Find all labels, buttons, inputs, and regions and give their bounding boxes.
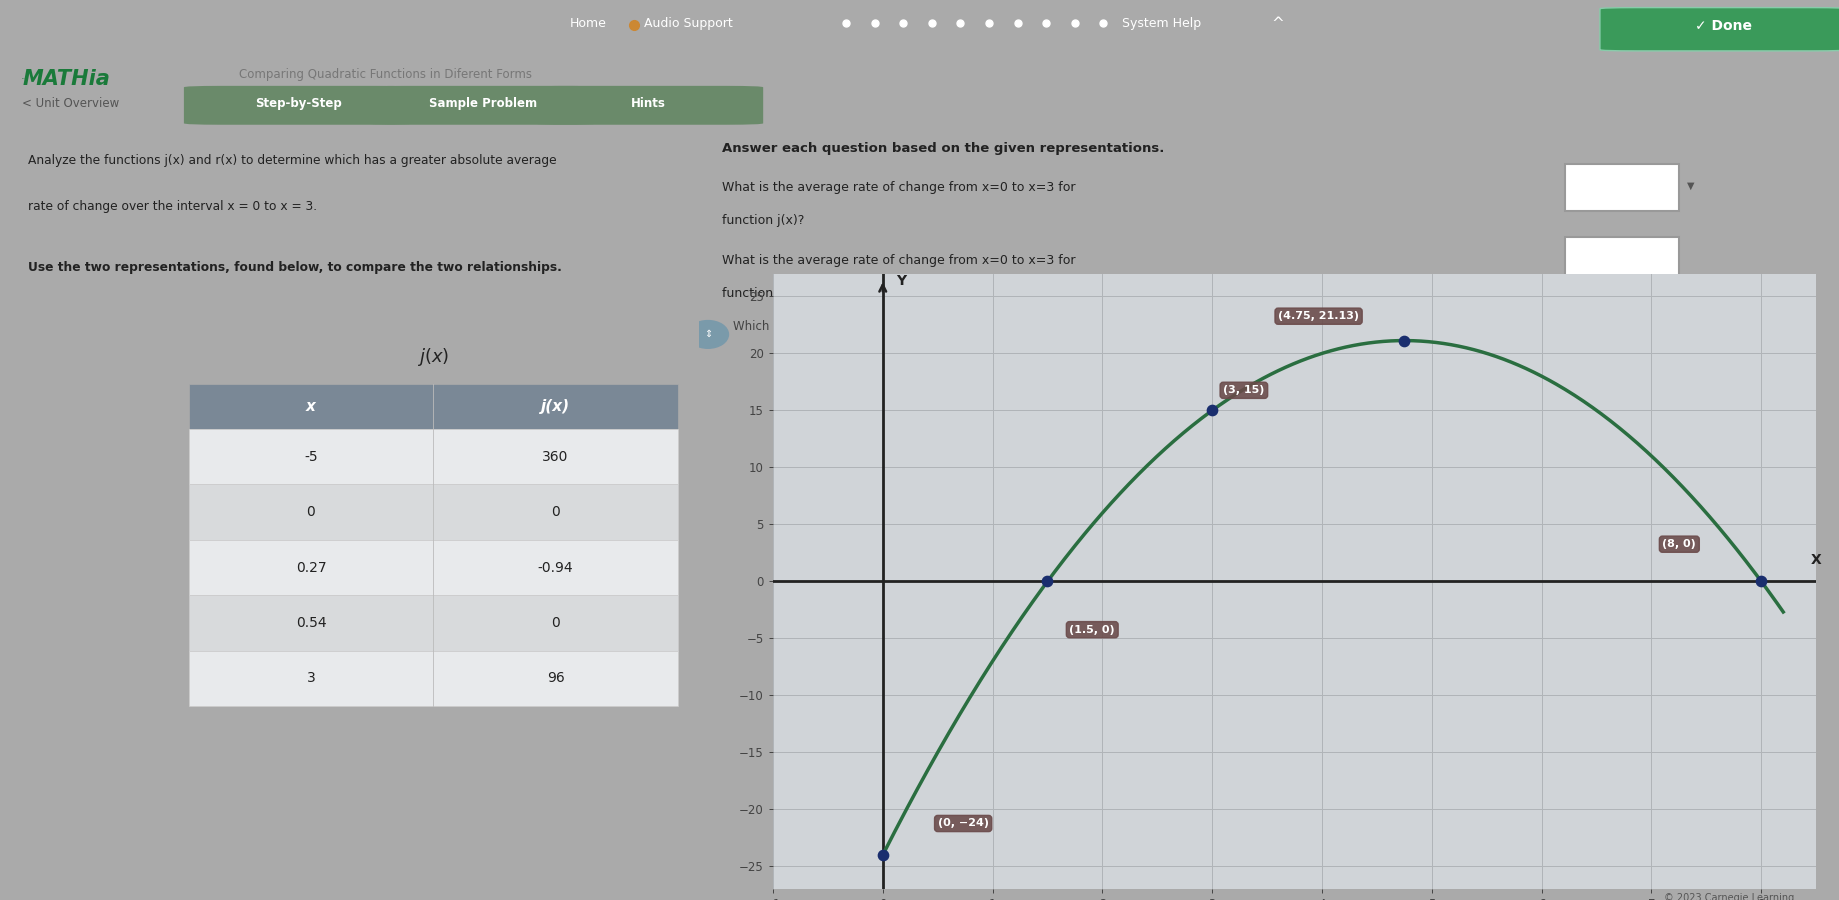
Text: ^: ^	[1273, 16, 1284, 31]
Text: function j(x)?: function j(x)?	[721, 213, 804, 227]
Text: (8, 0): (8, 0)	[1662, 539, 1696, 549]
Text: Hints: Hints	[631, 97, 666, 111]
Point	[868, 848, 897, 862]
FancyBboxPatch shape	[189, 429, 679, 484]
FancyBboxPatch shape	[1565, 164, 1679, 211]
Text: 0.27: 0.27	[296, 561, 326, 574]
Text: 96: 96	[546, 671, 565, 686]
Text: Analyze the functions j(x) and r(x) to determine which has a greater absolute av: Analyze the functions j(x) and r(x) to d…	[28, 154, 557, 166]
FancyBboxPatch shape	[1565, 237, 1679, 284]
Text: 360: 360	[543, 450, 568, 464]
Circle shape	[688, 320, 728, 348]
Text: -5: -5	[303, 450, 318, 464]
FancyBboxPatch shape	[189, 595, 679, 651]
FancyBboxPatch shape	[189, 651, 679, 706]
Text: 0: 0	[552, 505, 559, 519]
Text: < Unit Overview: < Unit Overview	[22, 97, 120, 111]
Text: (4.75, 21.13): (4.75, 21.13)	[1278, 311, 1359, 321]
Text: What is the average rate of change from x=0 to x=3 for: What is the average rate of change from …	[721, 181, 1076, 194]
Text: Sample Problem: Sample Problem	[428, 97, 537, 111]
Text: (0, −24): (0, −24)	[938, 818, 989, 829]
Point	[1197, 403, 1227, 418]
Point	[1390, 333, 1420, 347]
Text: (3, 15): (3, 15)	[1223, 385, 1265, 395]
Text: $r(x)$: $r(x)$	[1502, 338, 1537, 359]
Text: ▼: ▼	[1686, 181, 1694, 191]
FancyBboxPatch shape	[189, 384, 679, 429]
Text: Comparing Quadratic Functions in Diferent Forms: Comparing Quadratic Functions in Diferen…	[239, 68, 531, 81]
Text: -0.94: -0.94	[537, 561, 574, 574]
FancyBboxPatch shape	[368, 86, 598, 125]
Text: System Help: System Help	[1122, 17, 1201, 30]
Point	[1747, 574, 1776, 589]
Text: j(x): j(x)	[541, 400, 570, 414]
Text: ⇕: ⇕	[704, 329, 712, 339]
Text: © 2023 Carnegie Learning: © 2023 Carnegie Learning	[1664, 893, 1795, 900]
FancyBboxPatch shape	[189, 484, 679, 540]
FancyBboxPatch shape	[189, 540, 679, 595]
Text: MATHia: MATHia	[22, 68, 110, 89]
Text: Answer each question based on the given representations.: Answer each question based on the given …	[721, 142, 1164, 155]
Point	[1034, 574, 1063, 589]
Text: 0.54: 0.54	[296, 616, 326, 630]
Text: Home: Home	[570, 17, 607, 30]
FancyBboxPatch shape	[184, 86, 414, 125]
Text: x: x	[305, 400, 316, 414]
FancyBboxPatch shape	[1600, 7, 1839, 51]
Text: What is the average rate of change from x=0 to x=3 for: What is the average rate of change from …	[721, 254, 1076, 266]
Text: Y: Y	[896, 274, 907, 288]
Text: X: X	[1811, 554, 1821, 567]
Text: (1.5, 0): (1.5, 0)	[1070, 625, 1114, 634]
Text: 0: 0	[307, 505, 314, 519]
Text: #1a7a3a: #1a7a3a	[22, 77, 28, 78]
Text: 3: 3	[307, 671, 314, 686]
Text: $j(x)$: $j(x)$	[417, 346, 449, 368]
Text: Use the two representations, found below, to compare the two relationships.: Use the two representations, found below…	[28, 261, 563, 274]
Text: Step-by-Step: Step-by-Step	[256, 97, 342, 111]
Text: rate of change over the interval x = 0 to x = 3.: rate of change over the interval x = 0 t…	[28, 200, 316, 212]
Text: ✓ Done: ✓ Done	[1696, 19, 1751, 33]
Text: 0: 0	[552, 616, 559, 630]
Text: Which function has a greater absolute average rate of change: Which function has a greater absolute av…	[734, 320, 1102, 333]
Text: Audio Support: Audio Support	[644, 17, 732, 30]
Text: function r(x)?: function r(x)?	[721, 287, 805, 300]
FancyBboxPatch shape	[533, 86, 763, 125]
